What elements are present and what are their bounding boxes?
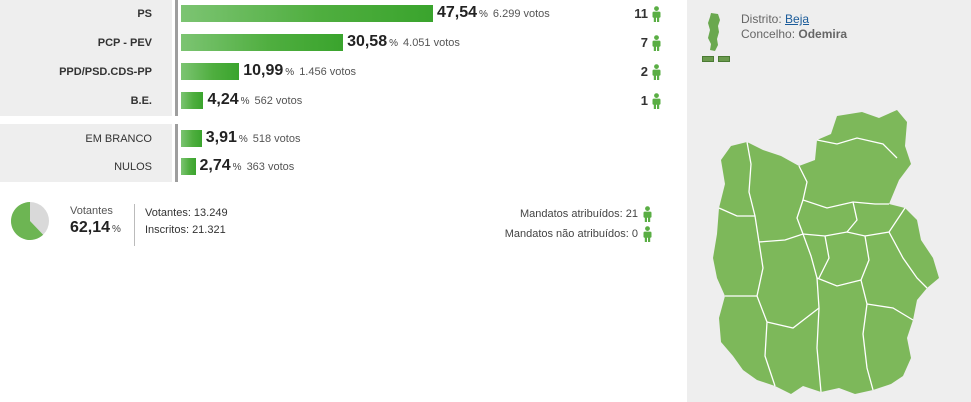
municipality-name: Odemira — [798, 27, 848, 41]
district-link[interactable]: Beja — [785, 12, 810, 26]
pie-chart-icon — [11, 202, 49, 240]
person-icon — [652, 6, 661, 22]
party-result: 4,24% 562 votos — [207, 91, 303, 108]
other-row-nulos[interactable]: NULOS 2,74% 363 votos — [0, 153, 670, 182]
map-outline — [713, 110, 939, 394]
person-icon — [652, 64, 661, 80]
party-row-ppd-psd-cds-pp[interactable]: PPD/PSD.CDS-PP 10,99% 1.456 votos 2 — [0, 58, 670, 87]
seats-assigned: Mandatos atribuídos: 21 — [519, 208, 638, 220]
party-row-pcp-pev[interactable]: PCP - PEV 30,58% 4.051 votos 7 — [0, 29, 670, 58]
person-icon — [652, 93, 661, 109]
other-name: EM BRANCO — [85, 133, 152, 145]
party-row-be[interactable]: B.E. 4,24% 562 votos 1 — [0, 87, 670, 116]
seats-count: 11 — [634, 6, 648, 21]
summary-divider — [134, 204, 135, 246]
seats-count: 1 — [640, 93, 648, 108]
party-name: B.E. — [130, 95, 152, 107]
party-result: 30,58% 4.051 votos — [347, 33, 460, 50]
district-info: Distrito: Beja — [741, 12, 810, 26]
other-bar — [181, 130, 202, 147]
party-bar — [181, 63, 240, 80]
turnout-percentage: 62,14% — [70, 219, 121, 236]
other-bar — [181, 158, 196, 175]
party-axis-line — [175, 0, 178, 116]
registered-count: Inscritos: 21.321 — [145, 224, 226, 236]
region-map[interactable] — [707, 108, 947, 398]
turnout-title: Votantes — [70, 205, 113, 217]
party-row-ps[interactable]: PS 47,54% 6.299 votos 11 — [0, 0, 670, 29]
party-name: PCP - PEV — [97, 37, 152, 49]
person-icon — [652, 35, 661, 51]
party-bar — [181, 5, 433, 22]
zoom-out-button[interactable] — [702, 56, 714, 62]
party-labels-column — [0, 0, 172, 116]
other-result: 3,91% 518 votos — [205, 129, 301, 146]
seats-count: 2 — [640, 64, 648, 79]
turnout-slice — [11, 202, 44, 240]
party-name: PS — [137, 8, 152, 20]
party-result: 10,99% 1.456 votos — [243, 62, 357, 79]
person-icon — [643, 206, 652, 222]
seats-count: 7 — [640, 35, 648, 50]
other-row-em-branco[interactable]: EM BRANCO 3,91% 518 votos — [0, 125, 670, 154]
party-bar — [181, 92, 204, 109]
party-name: PPD/PSD.CDS-PP — [59, 66, 152, 78]
zoom-in-button[interactable] — [718, 56, 730, 62]
municipality-info: Concelho: Odemira — [741, 27, 848, 41]
party-result: 47,54% 6.299 votos — [436, 4, 550, 21]
voters-count: Votantes: 13.249 — [145, 207, 228, 219]
seats-unassigned: Mandatos não atribuídos: 0 — [504, 228, 638, 240]
other-axis-line — [175, 124, 178, 182]
other-result: 2,74% 363 votos — [199, 157, 295, 174]
other-name: NULOS — [114, 161, 152, 173]
person-icon — [643, 226, 652, 242]
portugal-mini-map[interactable] — [707, 12, 721, 52]
other-labels-column — [0, 124, 172, 182]
party-bar — [181, 34, 344, 51]
